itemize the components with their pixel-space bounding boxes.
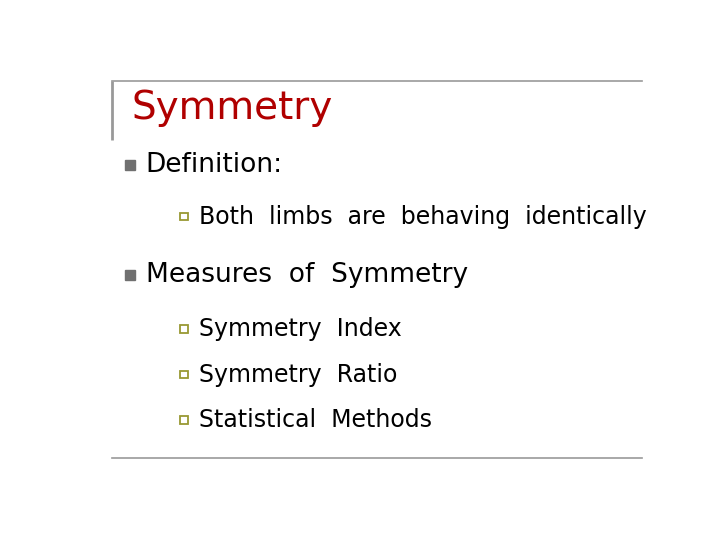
FancyBboxPatch shape [125,160,135,170]
FancyBboxPatch shape [180,416,188,424]
Text: Symmetry: Symmetry [132,90,333,127]
FancyBboxPatch shape [125,270,135,280]
Text: Definition:: Definition: [145,152,283,178]
FancyBboxPatch shape [180,325,188,333]
FancyBboxPatch shape [180,213,188,220]
Text: Both  limbs  are  behaving  identically: Both limbs are behaving identically [199,205,647,228]
FancyBboxPatch shape [180,370,188,379]
Text: Measures  of  Symmetry: Measures of Symmetry [145,262,468,288]
Text: Statistical  Methods: Statistical Methods [199,408,432,433]
Text: Symmetry  Ratio: Symmetry Ratio [199,362,397,387]
Text: Symmetry  Index: Symmetry Index [199,317,402,341]
